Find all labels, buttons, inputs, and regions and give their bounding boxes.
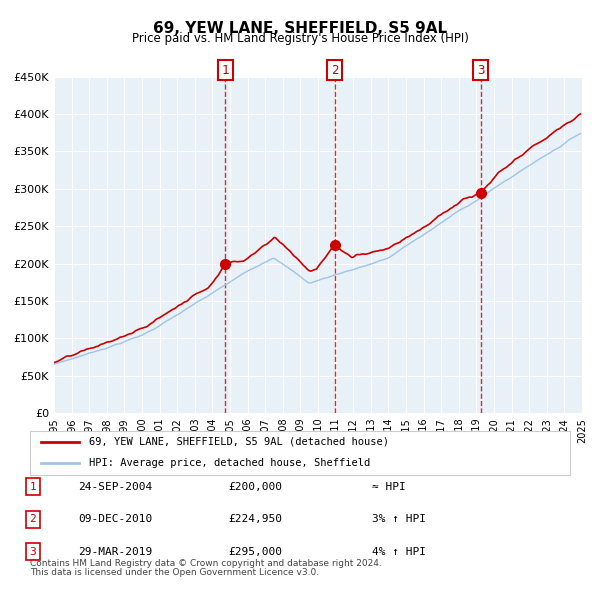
Text: 24-SEP-2004: 24-SEP-2004 — [78, 482, 152, 491]
Text: 1: 1 — [29, 482, 37, 491]
Text: 1: 1 — [221, 64, 229, 77]
Text: 3: 3 — [477, 64, 484, 77]
Text: 2: 2 — [331, 64, 338, 77]
Text: 29-MAR-2019: 29-MAR-2019 — [78, 547, 152, 556]
Text: 69, YEW LANE, SHEFFIELD, S5 9AL: 69, YEW LANE, SHEFFIELD, S5 9AL — [153, 21, 447, 35]
Text: £200,000: £200,000 — [228, 482, 282, 491]
Text: HPI: Average price, detached house, Sheffield: HPI: Average price, detached house, Shef… — [89, 458, 371, 467]
Text: 09-DEC-2010: 09-DEC-2010 — [78, 514, 152, 524]
Text: Contains HM Land Registry data © Crown copyright and database right 2024.: Contains HM Land Registry data © Crown c… — [30, 559, 382, 568]
Text: 69, YEW LANE, SHEFFIELD, S5 9AL (detached house): 69, YEW LANE, SHEFFIELD, S5 9AL (detache… — [89, 437, 389, 447]
Text: £224,950: £224,950 — [228, 514, 282, 524]
Text: 2: 2 — [29, 514, 37, 524]
Text: £295,000: £295,000 — [228, 547, 282, 556]
Text: 4% ↑ HPI: 4% ↑ HPI — [372, 547, 426, 556]
Text: 3% ↑ HPI: 3% ↑ HPI — [372, 514, 426, 524]
Text: Price paid vs. HM Land Registry's House Price Index (HPI): Price paid vs. HM Land Registry's House … — [131, 32, 469, 45]
Text: ≈ HPI: ≈ HPI — [372, 482, 406, 491]
Text: This data is licensed under the Open Government Licence v3.0.: This data is licensed under the Open Gov… — [30, 568, 319, 577]
Text: 3: 3 — [29, 547, 37, 556]
